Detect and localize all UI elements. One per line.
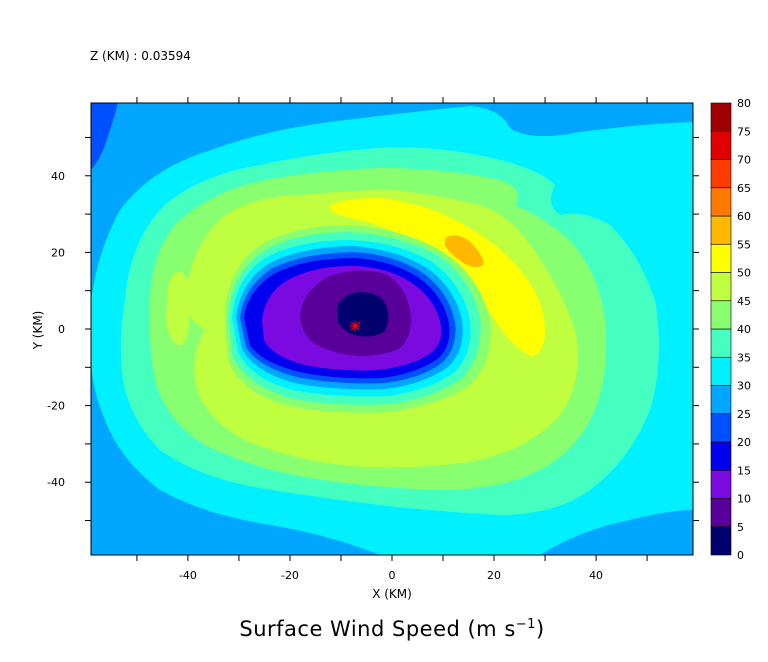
color-bar-label: 55 (737, 238, 751, 251)
color-bar-label: 5 (737, 521, 744, 534)
color-bar-segment (710, 498, 732, 528)
x-tick-label: 20 (487, 569, 501, 582)
color-bar-segment (710, 356, 732, 386)
color-bar-label: 10 (737, 493, 751, 506)
x-axis-title: X (KM) (372, 587, 412, 601)
color-bar-segment (710, 328, 732, 358)
color-bar-label: 35 (737, 351, 751, 364)
color-bar-label: 20 (737, 436, 751, 449)
y-tick-label: -20 (47, 400, 65, 413)
color-bar-label: 75 (737, 125, 751, 138)
color-bar-label: 70 (737, 154, 751, 167)
color-bar-segment (710, 102, 732, 132)
color-bar-segment (710, 526, 732, 556)
chart-title-prefix: Surface Wind Speed (m s (239, 617, 515, 641)
color-bar-segment (710, 385, 732, 415)
color-bar-label: 25 (737, 408, 751, 421)
chart-title: Surface Wind Speed (m s−1) (239, 617, 544, 641)
color-bar-label: 30 (737, 380, 751, 393)
contour-band-50 (329, 198, 545, 356)
color-bar-label: 80 (737, 97, 751, 110)
x-tick-label: 40 (589, 569, 603, 582)
color-bar-label: 45 (737, 295, 751, 308)
y-axis-title: Y (KM) (31, 311, 45, 351)
x-tick-label: 0 (389, 569, 396, 582)
color-bar-segment (710, 159, 732, 189)
color-bar: 0 5 10 15 20 25 30 35 40 45 50 55 60 65 70 75 80 (710, 97, 751, 562)
y-tick-label: 0 (58, 323, 65, 336)
chart-title-superscript: −1 (516, 617, 536, 632)
color-bar-label: 60 (737, 210, 751, 223)
chart-title-suffix: ) (536, 617, 545, 641)
color-bar-label: 15 (737, 464, 751, 477)
center-marker (350, 321, 360, 331)
contour-band-25-se (540, 510, 693, 555)
color-bar-segment (710, 469, 732, 499)
contour-band-20-corner (91, 103, 118, 170)
y-tick-label: -40 (47, 476, 65, 489)
color-bar-label: 40 (737, 323, 751, 336)
contour-band-0 (337, 292, 389, 337)
color-bar-segment (710, 272, 732, 302)
contour-band-45-west (166, 271, 191, 346)
color-bar-segment (710, 243, 732, 273)
x-tick-label: -40 (179, 569, 197, 582)
x-tick-label: -20 (281, 569, 299, 582)
color-bar-label: 50 (737, 267, 751, 280)
color-bar-segment (710, 130, 732, 160)
contour-plot (91, 103, 693, 555)
contour-band-55 (445, 235, 484, 267)
color-bar-segment (710, 441, 732, 471)
y-tick-label: 20 (51, 246, 65, 259)
y-tick-label: 40 (51, 170, 65, 183)
color-bar-label: 0 (737, 549, 744, 562)
level-label: Z (KM) : 0.03594 (90, 49, 191, 63)
color-bar-segment (710, 300, 732, 330)
color-bar-segment (710, 215, 732, 245)
color-bar-label: 65 (737, 182, 751, 195)
color-bar-segment (710, 413, 732, 443)
axes: -40 -20 0 20 40 -40 -20 0 20 40 (47, 97, 699, 582)
color-bar-segment (710, 187, 732, 217)
